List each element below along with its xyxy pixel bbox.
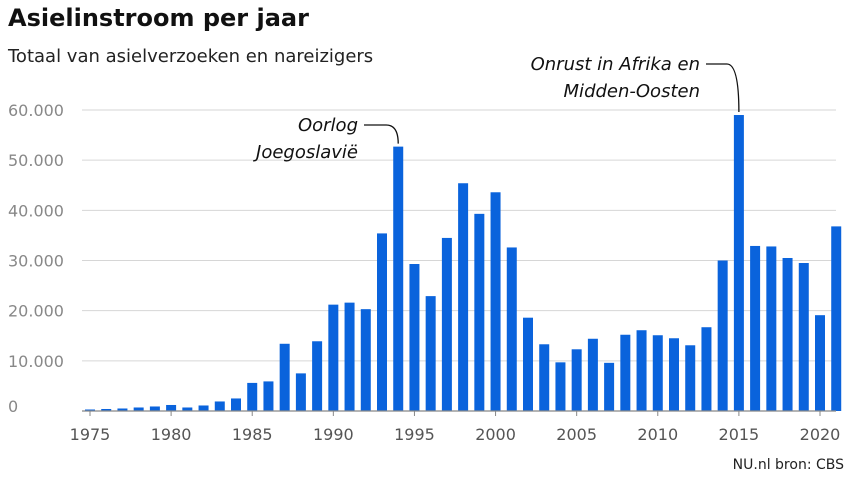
- bar-1978: [133, 407, 144, 411]
- bar-1989: [312, 341, 323, 411]
- bar-2003: [539, 344, 550, 411]
- bar-1981: [182, 407, 193, 411]
- bar-1975: [85, 409, 95, 411]
- x-tick-label: 1995: [394, 425, 435, 444]
- bar-2006: [587, 338, 598, 411]
- bar-1982: [198, 405, 209, 411]
- bar-1997: [441, 237, 452, 411]
- x-tick-label: 1985: [232, 425, 273, 444]
- y-tick-label: 60.000: [8, 101, 64, 120]
- y-tick-label: 0: [8, 397, 18, 416]
- bar-1980: [166, 404, 177, 411]
- bar-1984: [231, 398, 241, 411]
- bar-2010: [652, 335, 663, 411]
- y-tick-label: 30.000: [8, 252, 64, 271]
- bar-1988: [295, 373, 306, 411]
- bar-1976: [101, 408, 112, 411]
- bar-2008: [620, 334, 631, 411]
- chart-subtitle: Totaal van asielverzoeken en nareizigers: [8, 46, 374, 67]
- bar-2014: [717, 260, 728, 411]
- x-tick-label: 2005: [556, 425, 597, 444]
- bar-2011: [669, 338, 679, 411]
- bar-2019: [798, 263, 809, 411]
- bar-2021: [831, 226, 842, 411]
- bar-2005: [571, 349, 582, 411]
- bar-1992: [360, 309, 371, 411]
- x-tick-label: 1975: [70, 425, 111, 444]
- bar-1977: [117, 408, 128, 411]
- bar-2020: [815, 315, 825, 411]
- annotation-text: Midden-Oosten: [564, 81, 700, 102]
- bar-1985: [247, 382, 258, 411]
- bar-2004: [555, 362, 566, 411]
- annotation-leader-line: [706, 63, 740, 113]
- y-tick-label: 20.000: [8, 302, 64, 321]
- bar-1983: [214, 401, 225, 411]
- x-tick-label: 1990: [313, 425, 354, 444]
- annotation-text: Oorlog: [298, 115, 358, 136]
- x-tick-label: 2020: [800, 425, 841, 444]
- bar-1979: [149, 406, 160, 411]
- bar-1996: [425, 296, 436, 411]
- source-note: NU.nl bron: CBS: [732, 457, 844, 473]
- bar-1998: [458, 183, 469, 411]
- bar-1991: [344, 302, 355, 411]
- bar-1993: [377, 233, 387, 411]
- bar-2001: [506, 247, 517, 411]
- y-tick-label: 10.000: [8, 352, 64, 371]
- bar-2013: [701, 327, 712, 411]
- bar-2016: [750, 245, 761, 411]
- y-tick-label: 50.000: [8, 151, 64, 170]
- bar-2012: [685, 345, 696, 411]
- bar-2017: [766, 246, 777, 411]
- annotation-leader-line: [364, 124, 399, 144]
- annotation-text: Joegoslavië: [253, 142, 358, 163]
- bar-1990: [328, 304, 339, 411]
- bar-2007: [604, 362, 615, 411]
- bar-2018: [782, 257, 793, 411]
- bar-1987: [279, 343, 290, 411]
- bar-1999: [474, 213, 485, 411]
- x-tick-label: 2010: [637, 425, 678, 444]
- bar-2009: [636, 330, 647, 411]
- bar-1995: [409, 264, 420, 411]
- bar-2015: [733, 115, 744, 412]
- y-tick-label: 40.000: [8, 201, 64, 220]
- annotation-text: Onrust in Afrika en: [531, 54, 700, 75]
- bar-2000: [490, 192, 501, 411]
- chart-title: Asielinstroom per jaar: [8, 4, 309, 32]
- bar-2002: [523, 317, 533, 411]
- x-tick-label: 2015: [719, 425, 760, 444]
- bar-1986: [263, 381, 274, 411]
- bar-1994: [393, 146, 404, 411]
- x-tick-label: 2000: [475, 425, 516, 444]
- x-tick-label: 1980: [151, 425, 192, 444]
